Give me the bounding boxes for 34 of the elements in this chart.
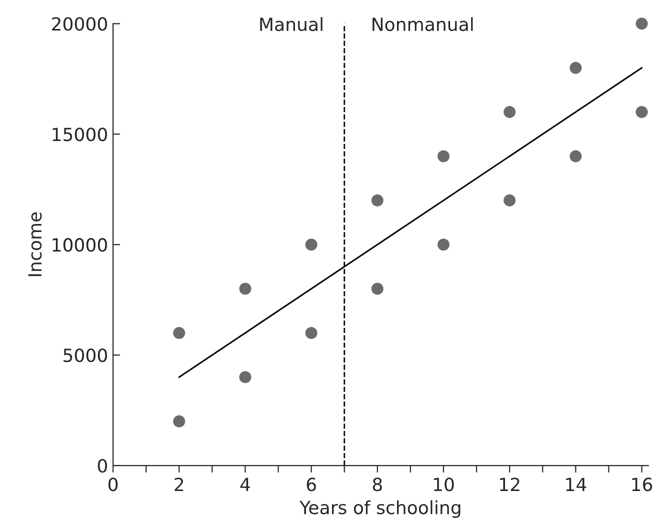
point: [504, 194, 516, 206]
annotation: Manual: [260, 17, 322, 32]
point: [570, 62, 582, 74]
x-tick-label: 10: [434, 478, 454, 492]
x-tick-label: 0: [108, 478, 118, 492]
x-tick-label: 16: [632, 478, 652, 492]
x-axis-title: Years of schooling: [300, 500, 460, 518]
point: [570, 150, 582, 162]
point: [371, 194, 384, 206]
x-tick-label: 2: [174, 478, 184, 492]
x-tick-label: 14: [566, 478, 586, 492]
y-tick-label: 5000: [64, 348, 107, 362]
point: [636, 18, 648, 30]
point: [173, 326, 186, 339]
point: [636, 106, 648, 118]
point: [371, 282, 384, 295]
point: [437, 150, 450, 162]
x-tick-label: 12: [500, 478, 520, 492]
y-tick-label: 0: [98, 458, 107, 473]
annotation: Nonmanual: [372, 17, 473, 32]
point: [239, 282, 252, 295]
point: [305, 326, 318, 339]
point: [239, 371, 252, 384]
y-axis-title: Income: [28, 212, 42, 276]
y-tick-label: 10000: [52, 238, 107, 252]
x-tick-label: 8: [372, 478, 382, 492]
point: [437, 238, 450, 251]
point: [173, 415, 186, 428]
point: [504, 106, 516, 118]
y-tick-label: 20000: [52, 17, 107, 31]
x-tick-label: 6: [306, 478, 316, 492]
y-tick-label: 15000: [52, 128, 107, 142]
x-tick-label: 4: [240, 478, 250, 492]
point: [305, 238, 318, 251]
